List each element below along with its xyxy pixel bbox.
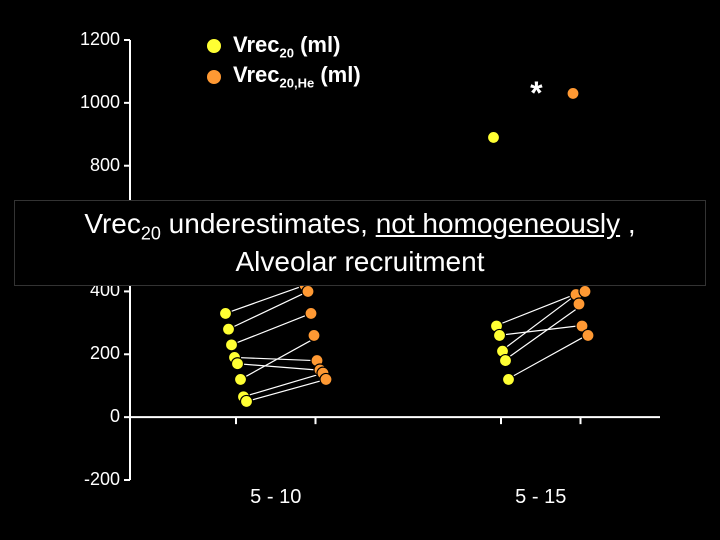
overlay-line1: Vrec20 underestimates, not homogeneously… <box>15 207 705 245</box>
legend-marker-orange <box>205 68 223 86</box>
y-tick-label: -200 <box>60 469 120 490</box>
y-tick-label: 1200 <box>60 29 120 50</box>
y-tick-label: 200 <box>60 343 120 364</box>
legend-item-vrec20: Vrec20 (ml) <box>205 32 361 60</box>
y-tick-label: 1000 <box>60 92 120 113</box>
legend-marker-yellow <box>205 37 223 55</box>
legend-label-vrec20he: Vrec20,He (ml) <box>233 62 361 90</box>
significance-star: * <box>530 75 542 112</box>
x-group-label: 5 - 15 <box>515 486 566 509</box>
overlay-line2: Alveolar recruitment <box>15 245 705 279</box>
legend-label-vrec20: Vrec20 (ml) <box>233 32 340 60</box>
overlay-banner: Vrec20 underestimates, not homogeneously… <box>14 200 706 286</box>
y-tick-label: 0 <box>60 406 120 427</box>
legend-item-vrec20he: Vrec20,He (ml) <box>205 62 361 90</box>
x-group-label: 5 - 10 <box>250 486 301 509</box>
y-tick-label: 800 <box>60 155 120 176</box>
legend: Vrec20 (ml) Vrec20,He (ml) <box>205 32 361 93</box>
chart-stage: -200020040060080010001200 5 - 105 - 15 V… <box>0 0 720 540</box>
